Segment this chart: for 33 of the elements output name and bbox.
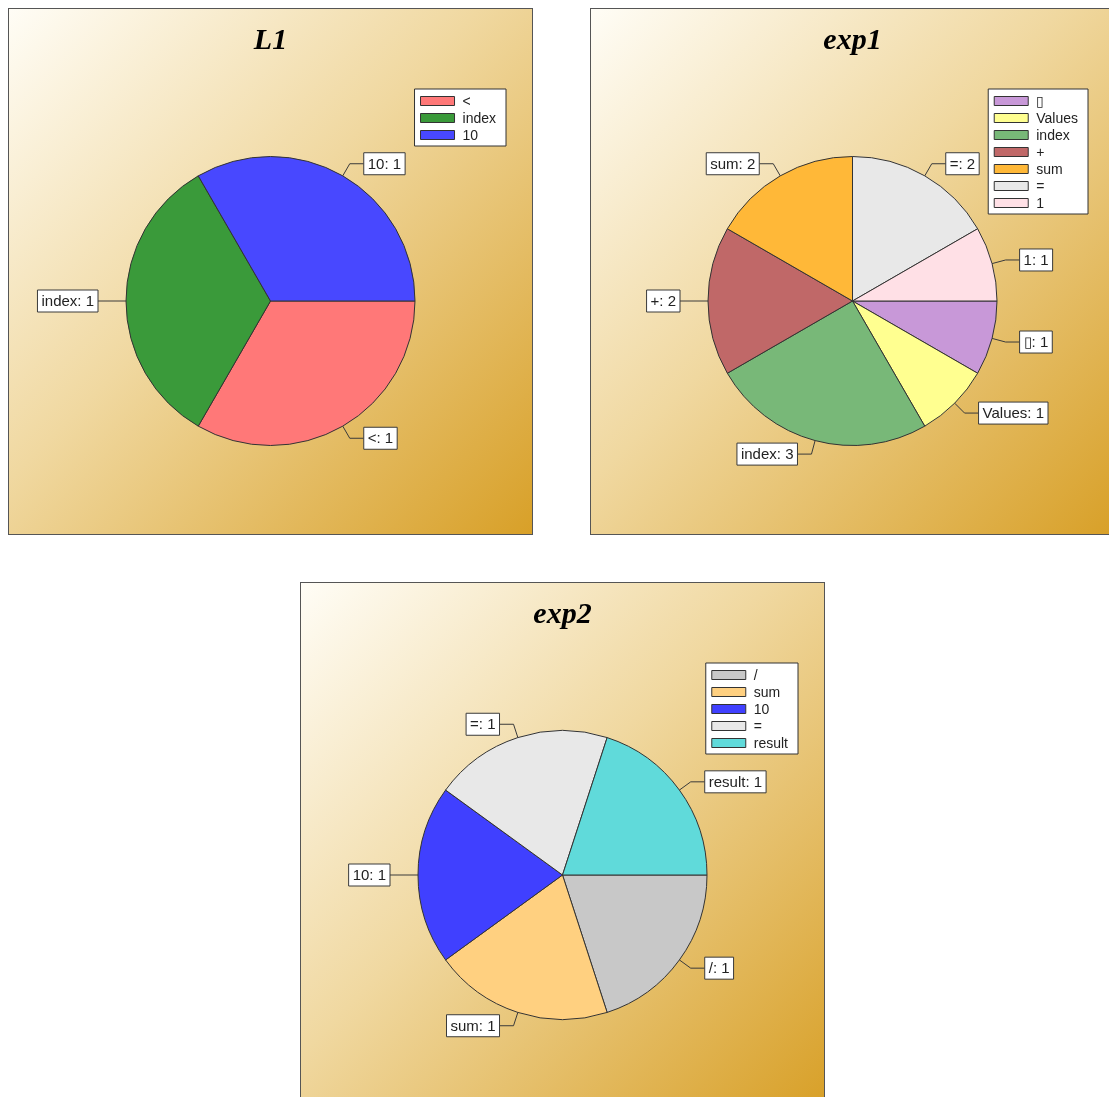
chart-title: exp1: [823, 21, 882, 55]
chart-title: L1: [252, 21, 288, 55]
legend-label: index: [462, 109, 496, 126]
data-label: /: 1: [708, 959, 730, 977]
legend-label: sum: [753, 683, 781, 700]
data-label: sum: 1: [450, 1016, 496, 1034]
data-label: 1: 1: [1023, 251, 1049, 269]
data-label: =: 2: [949, 154, 976, 172]
data-label: 10: 1: [367, 154, 402, 172]
data-label: index: 1: [41, 292, 95, 310]
legend-label: result: [753, 734, 789, 751]
legend-label: =: [1036, 177, 1045, 194]
legend-label: =: [753, 717, 762, 734]
data-label: +: 2: [650, 292, 676, 310]
legend-label: 10: [462, 126, 479, 143]
legend-label: <: [462, 92, 471, 109]
data-label: ▯: 1: [1023, 333, 1049, 351]
legend-label: index: [1036, 126, 1070, 143]
legend-label: ▯: [1036, 92, 1045, 109]
data-label: index: 3: [740, 445, 794, 463]
data-label: <: 1: [367, 429, 394, 447]
data-label: result: 1: [708, 772, 763, 790]
legend-label: +: [1036, 143, 1045, 160]
legend-label: Values: [1036, 109, 1079, 126]
data-label: 10: 1: [352, 866, 387, 884]
legend-label: 1: [1036, 194, 1045, 211]
data-label: =: 1: [470, 715, 496, 733]
data-label: sum: 2: [710, 154, 756, 172]
data-label: Values: 1: [982, 404, 1045, 422]
legend-label: sum: [1036, 160, 1063, 177]
chart-title: exp2: [533, 595, 592, 629]
legend-label: /: [753, 666, 758, 683]
legend-label: 10: [753, 700, 770, 717]
